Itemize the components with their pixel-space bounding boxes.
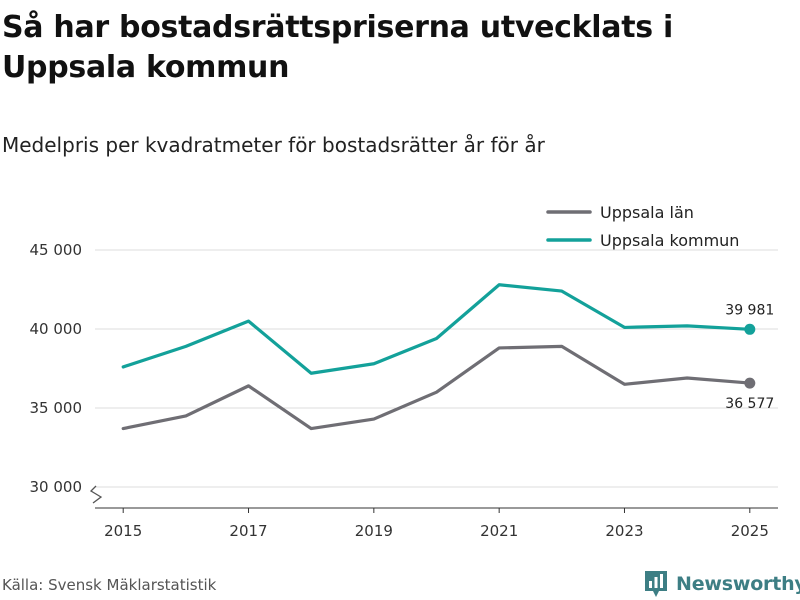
series-line-uppsala-lan	[121, 344, 752, 431]
y-tick-label: 35 000	[30, 399, 83, 417]
legend-label: Uppsala kommun	[600, 231, 739, 250]
x-tick-label: 2021	[480, 522, 518, 540]
newsworthy-icon	[645, 571, 667, 597]
axes: 30 000 35 000 40 000 45 000 2015 2017 2019 2021…	[30, 241, 778, 540]
axis-break-icon	[89, 485, 103, 504]
end-value-label: 39 981	[725, 302, 774, 318]
x-tick-label: 2015	[104, 522, 142, 540]
legend: Uppsala län Uppsala kommun	[546, 203, 739, 250]
series-lines: 36 577 39 981	[121, 283, 774, 431]
chart-subtitle: Medelpris per kvadratmeter för bostadsrä…	[2, 133, 545, 157]
x-tick-label: 2025	[731, 522, 769, 540]
chart-title: Så har bostadsrättspriserna utvecklats i…	[2, 10, 673, 85]
legend-label: Uppsala län	[600, 203, 694, 222]
source-note: Källa: Svensk Mäklarstatistik	[2, 576, 217, 594]
x-tick-label: 2023	[605, 522, 643, 540]
series-line-uppsala-kommun	[121, 283, 752, 375]
y-tick-label: 45 000	[30, 241, 83, 259]
end-value-label: 36 577	[725, 396, 774, 412]
x-tick-label: 2017	[229, 522, 267, 540]
brand-logo: Newsworthy	[644, 569, 800, 599]
y-tick-label: 40 000	[30, 320, 83, 338]
x-tick-label: 2019	[355, 522, 393, 540]
end-point-marker	[744, 323, 756, 335]
end-point-marker	[744, 377, 756, 389]
gridlines	[95, 249, 778, 488]
brand-name: Newsworthy	[676, 573, 800, 595]
y-tick-label: 30 000	[30, 478, 83, 496]
